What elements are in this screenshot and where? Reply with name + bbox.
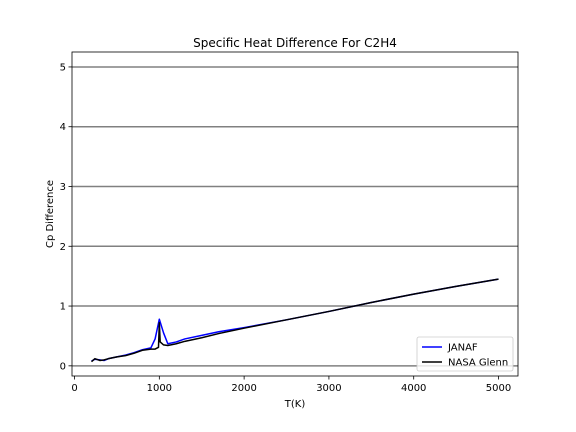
y-tick-label: 4: [60, 122, 66, 133]
y-axis-label: Cp Difference: [45, 180, 56, 248]
y-tick-label: 0: [60, 361, 66, 372]
x-tick-label: 3000: [316, 383, 341, 394]
y-tick-label: 3: [60, 182, 66, 193]
series-layer: [91, 278, 499, 363]
legend-label: NASA Glenn: [448, 358, 508, 369]
y-tick-label: 5: [60, 62, 66, 73]
x-tick-label: 0: [71, 383, 77, 394]
x-tick-label: 5000: [486, 383, 511, 394]
legend: JANAF NASA Glenn: [416, 336, 514, 372]
chart-title: Specific Heat Difference For C2H4: [193, 36, 397, 50]
x-tick-label: 1000: [147, 383, 172, 394]
plot-frame: [71, 51, 519, 377]
grid-layer: [72, 66, 518, 367]
series-line-nasa-glenn: [91, 278, 499, 363]
x-tick-label: 4000: [401, 383, 426, 394]
ticks-layer: 0 1 2 3 4 5 0 1000 2000 3000 4000 5000: [60, 62, 512, 394]
x-tick-label: 2000: [231, 383, 256, 394]
y-tick-label: 1: [60, 302, 66, 313]
x-axis-label: T(K): [284, 399, 306, 410]
y-tick-label: 2: [60, 242, 66, 253]
legend-label: JANAF: [447, 343, 478, 354]
